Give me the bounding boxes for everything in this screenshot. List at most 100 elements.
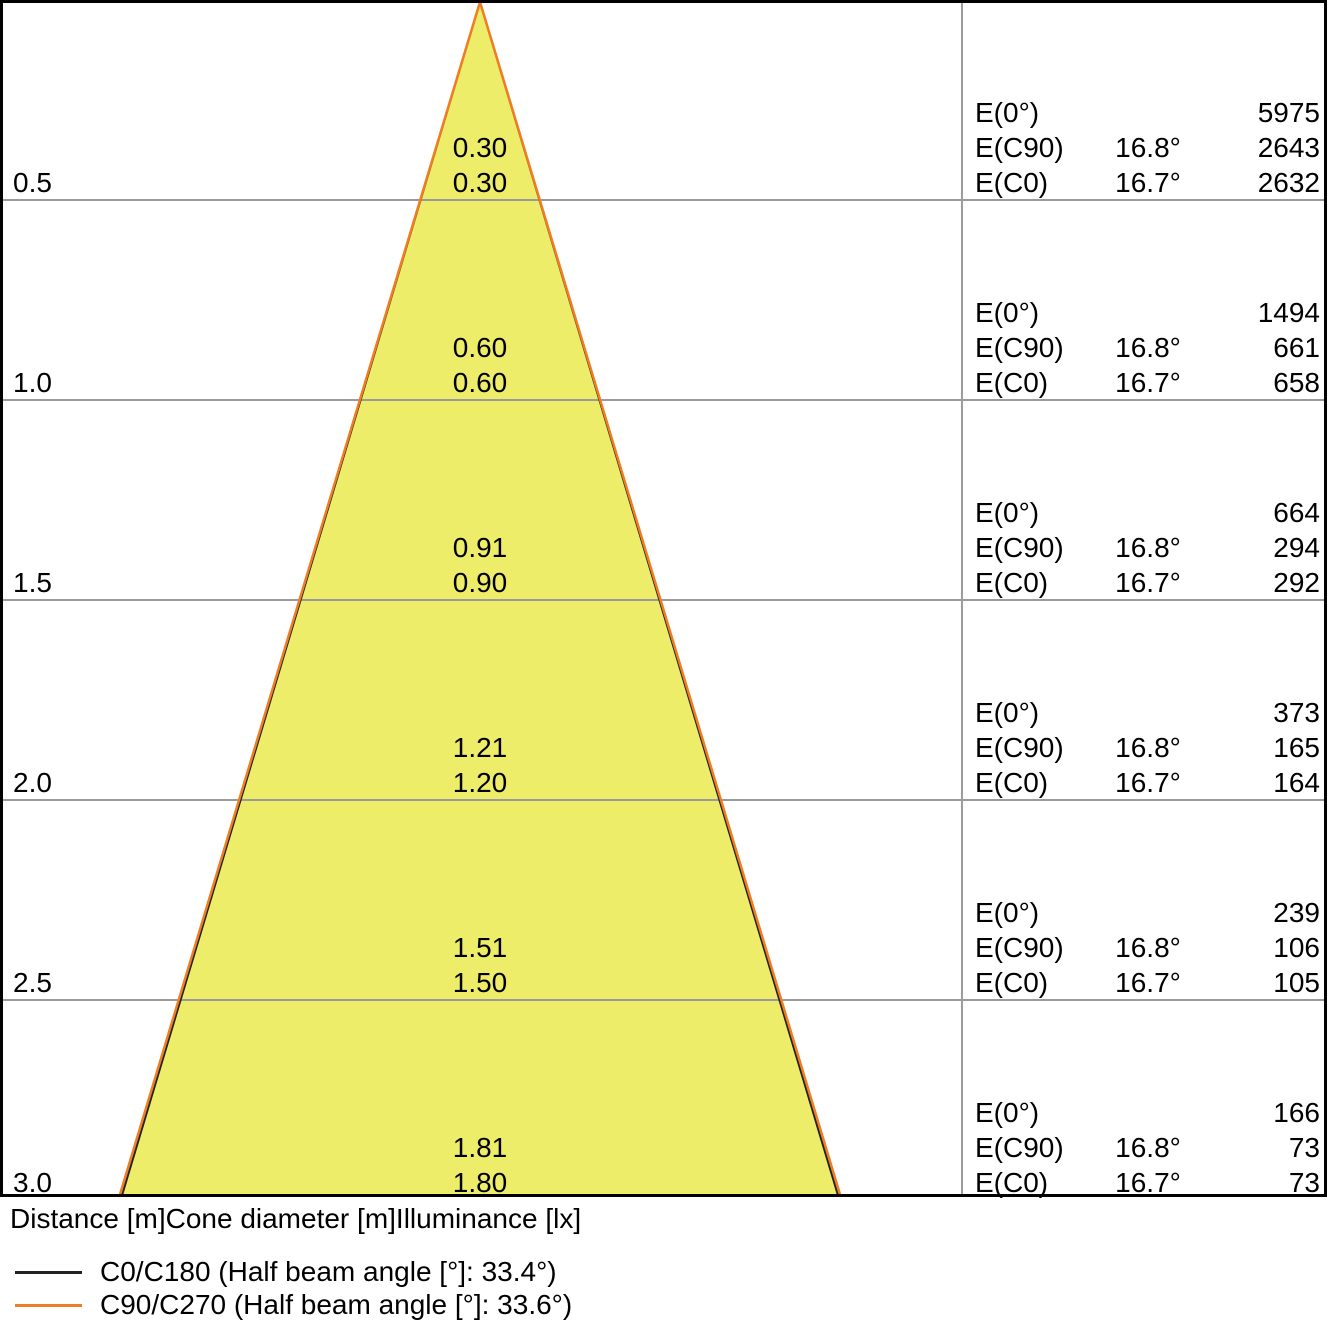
e0-value: 373 (1273, 697, 1320, 728)
distance-label: 3.0 (13, 1167, 52, 1198)
ec0-value: 2632 (1257, 167, 1320, 198)
cone-diameter-label: 1.21 1.20 (380, 730, 580, 800)
ec90-label: E(C90) (975, 532, 1064, 563)
e0-value: 664 (1273, 497, 1320, 528)
ec0-angle: 16.7° (1115, 567, 1181, 598)
cone-diameter-c90: 1.81 (452, 1132, 508, 1163)
e0-label: E(0°) (975, 97, 1040, 128)
e0-label: E(0°) (975, 297, 1040, 328)
ec90-angle: 16.8° (1115, 132, 1181, 163)
distance-label: 1.5 (13, 567, 52, 598)
ec90-angle: 16.8° (1115, 932, 1181, 963)
ec0-angle: 16.7° (1115, 167, 1181, 198)
cone-diameter-c90: 0.30 (452, 132, 508, 163)
cone-diameter-c90: 0.60 (452, 332, 508, 363)
cone-diameter-label: 0.91 0.90 (380, 530, 580, 600)
cone-diameter-c90: 0.91 (452, 532, 508, 563)
illuminance-line-ec0: E(C0) 16.7° 164 (975, 765, 1320, 800)
illuminance-line-ec90: E(C90) 16.8° 165 (975, 730, 1320, 765)
ec0-label: E(C0) (975, 167, 1049, 198)
illuminance-line-e0: E(0°) 664 (975, 495, 1320, 530)
illuminance-line-ec90: E(C90) 16.8° 73 (975, 1130, 1320, 1165)
cone-diameter-c0: 1.20 (452, 767, 508, 798)
ec0-label: E(C0) (975, 367, 1049, 398)
cone-diameter-c0: 0.30 (452, 167, 508, 198)
ec90-value: 294 (1273, 532, 1320, 563)
illuminance-line-ec90: E(C90) 16.8° 2643 (975, 130, 1320, 165)
cone-diameter-c0: 0.90 (452, 567, 508, 598)
cone-diameter-label: 1.81 1.80 (380, 1130, 580, 1200)
e0-value: 5975 (1257, 97, 1320, 128)
illuminance-line-ec0: E(C0) 16.7° 658 (975, 365, 1320, 400)
ec90-value: 661 (1273, 332, 1320, 363)
e0-value: 1494 (1257, 297, 1320, 328)
ec90-value: 73 (1288, 1132, 1320, 1163)
ec0-label: E(C0) (975, 967, 1049, 998)
cone-diameter-c90: 1.51 (452, 932, 508, 963)
distance-label: 0.5 (13, 167, 52, 198)
cone-diameter-c0: 0.60 (452, 367, 508, 398)
ec90-label: E(C90) (975, 1132, 1064, 1163)
ec90-value: 2643 (1257, 132, 1320, 163)
cone-diameter-label: 0.60 0.60 (380, 330, 580, 400)
illuminance-line-e0: E(0°) 239 (975, 895, 1320, 930)
ec90-label: E(C90) (975, 732, 1064, 763)
ec0-label: E(C0) (975, 1167, 1049, 1198)
ec0-label: E(C0) (975, 567, 1049, 598)
cone-diameter-c0: 1.50 (452, 967, 508, 998)
ec0-value: 73 (1288, 1167, 1320, 1198)
legend-item-c90-c270: C90/C270 (Half beam angle [°]: 33.6°) (0, 1288, 1334, 1322)
illuminance-line-ec0: E(C0) 16.7° 105 (975, 965, 1320, 1000)
illuminance-line-ec90: E(C90) 16.8° 661 (975, 330, 1320, 365)
illuminance-line-e0: E(0°) 1494 (975, 295, 1320, 330)
illuminance-line-e0: E(0°) 373 (975, 695, 1320, 730)
c0-line-swatch-icon (15, 1271, 82, 1274)
ec0-label: E(C0) (975, 767, 1049, 798)
ec0-angle: 16.7° (1115, 967, 1181, 998)
cone-diameter-label: 1.51 1.50 (380, 930, 580, 1000)
ec0-angle: 16.7° (1115, 367, 1181, 398)
ec90-label: E(C90) (975, 132, 1064, 163)
distance-label: 2.5 (13, 967, 52, 998)
ec0-angle: 16.7° (1115, 767, 1181, 798)
legend-label: C0/C180 (Half beam angle [°]: 33.4°) (100, 1256, 557, 1287)
ec90-angle: 16.8° (1115, 532, 1181, 563)
cone-chart-svg (0, 0, 1327, 1197)
ec0-angle: 16.7° (1115, 1167, 1181, 1198)
c90-line-swatch-icon (15, 1304, 82, 1307)
e0-label: E(0°) (975, 697, 1040, 728)
legend-label: C90/C270 (Half beam angle [°]: 33.6°) (100, 1289, 573, 1320)
illuminance-line-e0: E(0°) 166 (975, 1095, 1320, 1130)
cone-diameter-label: 0.30 0.30 (380, 130, 580, 200)
e0-label: E(0°) (975, 1097, 1040, 1128)
e0-label: E(0°) (975, 897, 1040, 928)
e0-value: 239 (1273, 897, 1320, 928)
illuminance-line-ec90: E(C90) 16.8° 294 (975, 530, 1320, 565)
illuminance-line-ec0: E(C0) 16.7° 2632 (975, 165, 1320, 200)
ec90-value: 165 (1273, 732, 1320, 763)
ec0-value: 292 (1273, 567, 1320, 598)
ec90-angle: 16.8° (1115, 732, 1181, 763)
ec90-angle: 16.8° (1115, 1132, 1181, 1163)
e0-value: 166 (1273, 1097, 1320, 1128)
cone-diameter-c0: 1.80 (452, 1167, 508, 1198)
chart-border (0, 0, 1327, 1197)
ec90-value: 106 (1273, 932, 1320, 963)
ec0-value: 164 (1273, 767, 1320, 798)
illuminance-line-ec0: E(C0) 16.7° 292 (975, 565, 1320, 600)
ec0-value: 105 (1273, 967, 1320, 998)
ec90-angle: 16.8° (1115, 332, 1181, 363)
grid-lines (3, 199, 1324, 1001)
e0-label: E(0°) (975, 497, 1040, 528)
legend-item-c0-c180: C0/C180 (Half beam angle [°]: 33.4°) (0, 1255, 1334, 1289)
ec90-label: E(C90) (975, 932, 1064, 963)
illuminance-line-ec90: E(C90) 16.8° 106 (975, 930, 1320, 965)
ec90-label: E(C90) (975, 332, 1064, 363)
axis-caption: Distance [m]Cone diameter [m]Illuminance… (10, 1203, 582, 1234)
distance-label: 2.0 (13, 767, 52, 798)
illuminance-line-ec0: E(C0) 16.7° 73 (975, 1165, 1320, 1200)
ec0-value: 658 (1273, 367, 1320, 398)
illuminance-line-e0: E(0°) 5975 (975, 95, 1320, 130)
distance-label: 1.0 (13, 367, 52, 398)
